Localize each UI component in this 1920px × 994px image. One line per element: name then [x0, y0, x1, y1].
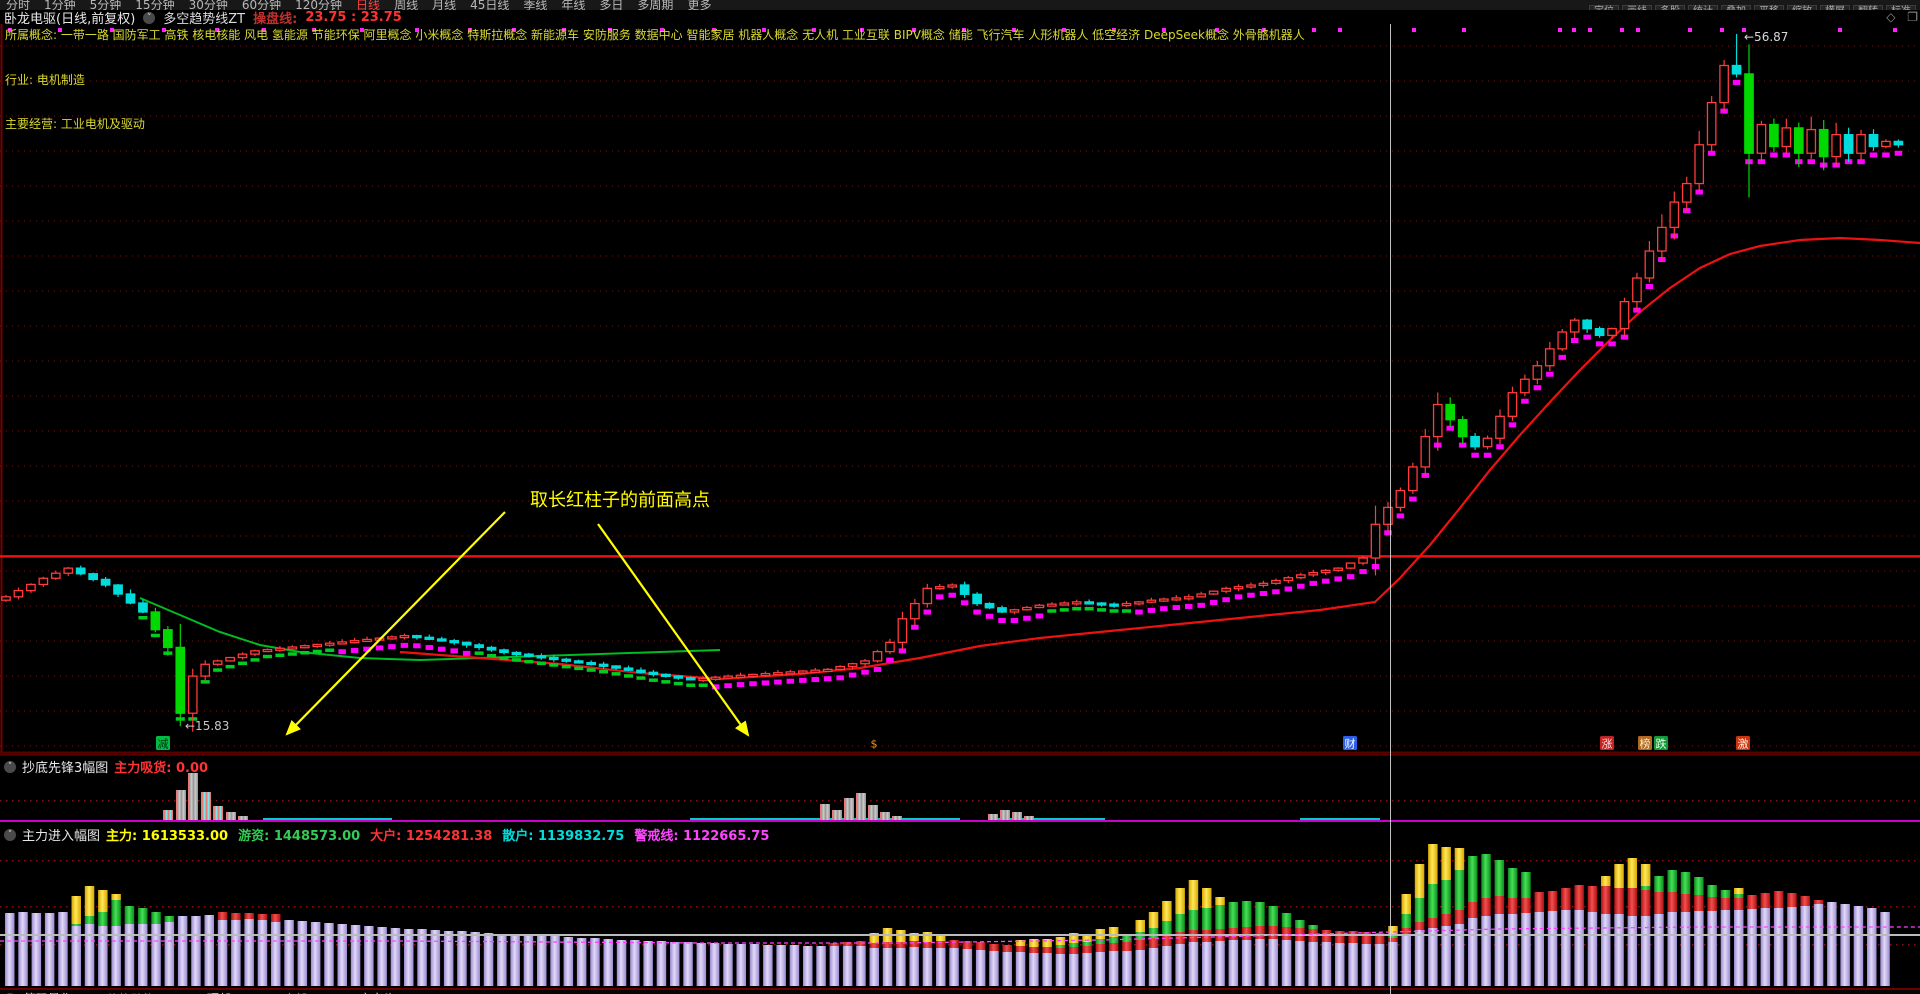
- menu-item-5分钟[interactable]: 5分钟: [89, 0, 122, 11]
- panel4-stats: 价格动能: 23.00 顶部: 24.00 底部: 26.00 变空头: 0.00: [107, 990, 430, 994]
- panel4-stat: 顶部: 24.00: [207, 990, 273, 994]
- concepts-line: 所属概念: 一带一路 国防军工 高铁 核电核能 风电 氢能源 节能环保 阿里概念…: [5, 28, 1305, 42]
- toolbar-button-横屏[interactable]: 横屏: [1820, 5, 1850, 10]
- menu-item-日线[interactable]: 日线: [356, 0, 381, 11]
- panel3-stats: 主力: 1613533.00 游资: 1448573.00 大户: 1254281.…: [106, 825, 769, 844]
- chart-title-bar: 卧龙电驱(日线,前复权) ˅ 多空趋势线ZT 操盘线: 23.75 : 23.7…: [0, 10, 1920, 27]
- toolbar-button-缩放[interactable]: 缩放: [1787, 5, 1817, 10]
- axis-marker-减: 减: [158, 738, 169, 751]
- axis-marker-涨: 涨: [1602, 738, 1613, 751]
- toolbar-button-平移[interactable]: 平移: [1754, 5, 1784, 10]
- panel2-header: ˅ 抄底先锋3幅图 主力吸货: 0.00: [4, 757, 208, 776]
- toolbar-button-翻转[interactable]: 翻转: [1853, 5, 1883, 10]
- low-price-label: ←15.83: [185, 719, 229, 733]
- axis-marker-榜: 榜: [1640, 737, 1651, 751]
- indicator-name[interactable]: 多空趋势线ZT: [163, 12, 246, 27]
- menu-item-季线[interactable]: 季线: [523, 0, 548, 11]
- panel4-stat: 价格动能: 23.00: [107, 990, 197, 994]
- collapse-chevron-icon[interactable]: ˅: [143, 11, 156, 24]
- stock-title: 卧龙电驱(日线,前复权): [4, 12, 136, 27]
- business-line: 主要经营: 工业电机及驱动: [5, 117, 145, 131]
- panel4-clipped-header[interactable]: ˅ 筹码量化SVIP 价格动能: 23.00顶部: 24.00底部: 26.00…: [0, 988, 1920, 994]
- toolbar-button-叠加[interactable]: 叠加: [1721, 5, 1751, 10]
- crosshair-vertical-line[interactable]: [1390, 24, 1391, 994]
- main-candlestick-chart[interactable]: ←56.87 ←15.83 取长红柱子的前面高点减 $ 财 涨 榜跌 激: [0, 24, 1920, 754]
- panel4-stat: 底部: 26.00: [283, 990, 349, 994]
- period-menu: 分时 1分钟 5分钟 15分钟 30分钟 60分钟 120分钟 日线 周线 月线 45日线 季线 年线 多…: [0, 0, 1920, 11]
- panel4-title: 筹码量化SVIP: [24, 990, 99, 994]
- panel3-stat-警戒线: 警戒线: 1122665.75: [634, 829, 770, 844]
- menu-item-60分钟[interactable]: 60分钟: [241, 0, 282, 11]
- menu-item-更多[interactable]: 更多: [687, 0, 712, 11]
- panel3-stat-主力: 主力: 1613533.00: [106, 829, 229, 844]
- menu-item-年线[interactable]: 年线: [561, 0, 586, 11]
- high-price-label: ←56.87: [1744, 30, 1788, 44]
- toolbar-buttons: 定位画线多股统计叠加平移缩放横屏翻转标准: [1586, 0, 1916, 10]
- menu-item-30分钟[interactable]: 30分钟: [188, 0, 228, 11]
- panel3-title[interactable]: 主力进入幅图: [22, 829, 101, 844]
- toolbar-button-多股[interactable]: 多股: [1655, 5, 1685, 10]
- panel3-stacked-bar-chart[interactable]: [0, 822, 1920, 988]
- chart-corner-icons[interactable]: ◇ ❐: [1886, 10, 1920, 24]
- axis-marker-激: 激: [1738, 737, 1749, 751]
- panel3-collapse-icon[interactable]: ˅: [4, 828, 16, 841]
- toolbar-button-画线[interactable]: 画线: [1622, 5, 1652, 10]
- panel4-stat: 变空头: 0.00: [359, 990, 430, 994]
- axis-marker-跌: 跌: [1656, 737, 1667, 751]
- caopan-value: 23.75 : 23.75: [305, 10, 402, 25]
- menu-item-15分钟[interactable]: 15分钟: [135, 0, 175, 11]
- menu-item-周线[interactable]: 周线: [394, 0, 419, 11]
- panel2-title[interactable]: 抄底先锋3幅图: [22, 761, 109, 776]
- menu-item-月线[interactable]: 月线: [432, 0, 457, 11]
- panel3-header: ˅ 主力进入幅图 主力: 1613533.00 游资: 1448573.00 大户:…: [4, 825, 769, 844]
- menu-item-120分钟[interactable]: 120分钟: [295, 0, 343, 11]
- panel3-stat-散户: 散户: 1139832.75: [502, 829, 625, 844]
- panel2-collapse-icon[interactable]: ˅: [4, 760, 16, 773]
- menu-item-多日[interactable]: 多日: [599, 0, 624, 11]
- menu-item-多周期[interactable]: 多周期: [637, 0, 674, 11]
- menu-item-分时[interactable]: 分时: [6, 0, 31, 11]
- toolbar-button-统计[interactable]: 统计: [1688, 5, 1718, 10]
- industry-line: 行业: 电机制造: [5, 73, 85, 87]
- toolbar-button-标准[interactable]: 标准: [1886, 5, 1916, 10]
- menu-item-45日线[interactable]: 45日线: [470, 0, 510, 11]
- panel3-stat-游资: 游资: 1448573.00: [238, 829, 361, 844]
- caopan-label: 操盘线:: [253, 12, 298, 27]
- panel2-indicator-chart[interactable]: [0, 754, 1920, 822]
- menu-item-1分钟[interactable]: 1分钟: [44, 0, 76, 11]
- panel2-stat: 主力吸货: 0.00: [114, 761, 209, 776]
- panel3-stat-大户: 大户: 1254281.38: [370, 829, 493, 844]
- toolbar-button-定位[interactable]: 定位: [1589, 5, 1619, 10]
- chart-annotation: 取长红柱子的前面高点: [530, 490, 710, 511]
- axis-marker-财: 财: [1345, 737, 1356, 751]
- axis-marker-$: $: [871, 738, 878, 751]
